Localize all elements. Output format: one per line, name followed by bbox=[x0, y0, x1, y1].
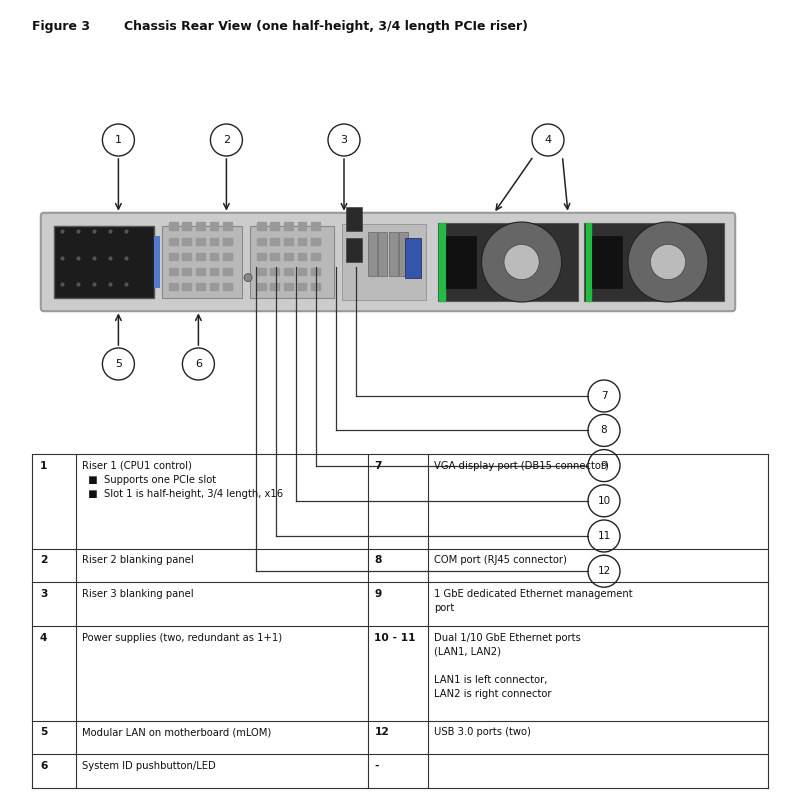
Text: 5: 5 bbox=[115, 359, 122, 369]
Circle shape bbox=[244, 274, 252, 282]
Bar bbox=[169, 268, 178, 275]
Bar bbox=[298, 268, 306, 275]
Bar bbox=[196, 268, 205, 275]
Text: Dual 1/10 GbE Ethernet ports
(LAN1, LAN2)

LAN1 is left connector,
LAN2 is right: Dual 1/10 GbE Ethernet ports (LAN1, LAN2… bbox=[434, 633, 581, 699]
Text: 1: 1 bbox=[115, 135, 122, 145]
Text: COM port (RJ45 connector): COM port (RJ45 connector) bbox=[434, 555, 567, 565]
Bar bbox=[196, 222, 205, 230]
Text: 2: 2 bbox=[40, 555, 47, 565]
FancyBboxPatch shape bbox=[438, 223, 578, 301]
Text: Figure 3: Figure 3 bbox=[32, 20, 90, 33]
Bar bbox=[311, 268, 320, 275]
Bar bbox=[298, 222, 306, 230]
Text: System ID pushbutton/LED: System ID pushbutton/LED bbox=[82, 761, 216, 771]
Bar bbox=[257, 238, 266, 245]
Bar bbox=[169, 283, 178, 290]
Text: 11: 11 bbox=[598, 531, 610, 541]
Bar bbox=[196, 253, 205, 260]
Circle shape bbox=[482, 222, 562, 302]
Text: 4: 4 bbox=[545, 135, 551, 145]
FancyBboxPatch shape bbox=[154, 236, 160, 288]
Text: 4: 4 bbox=[40, 633, 47, 643]
Bar bbox=[169, 238, 178, 245]
Circle shape bbox=[650, 245, 686, 280]
Text: 10 - 11: 10 - 11 bbox=[374, 633, 416, 643]
Bar bbox=[169, 222, 178, 230]
Text: VGA display port (DB15 connector): VGA display port (DB15 connector) bbox=[434, 461, 610, 470]
FancyBboxPatch shape bbox=[250, 226, 334, 298]
Bar bbox=[196, 238, 205, 245]
FancyBboxPatch shape bbox=[584, 223, 724, 301]
Bar bbox=[223, 238, 232, 245]
Bar bbox=[210, 222, 218, 230]
Bar bbox=[592, 236, 622, 288]
Text: 1 GbE dedicated Ethernet management
port: 1 GbE dedicated Ethernet management port bbox=[434, 589, 633, 613]
Bar bbox=[446, 236, 476, 288]
Text: 3: 3 bbox=[40, 589, 47, 598]
Text: 2: 2 bbox=[223, 135, 230, 145]
Text: Riser 1 (CPU1 control)
  ■  Supports one PCIe slot
  ■  Slot 1 is half-height, 3: Riser 1 (CPU1 control) ■ Supports one PC… bbox=[82, 461, 283, 499]
Text: 7: 7 bbox=[374, 461, 382, 470]
Bar bbox=[298, 283, 306, 290]
Bar bbox=[270, 268, 279, 275]
Text: 8: 8 bbox=[374, 555, 382, 565]
Bar bbox=[210, 268, 218, 275]
Text: Modular LAN on motherboard (mLOM): Modular LAN on motherboard (mLOM) bbox=[82, 727, 272, 738]
Bar bbox=[399, 232, 408, 276]
Bar bbox=[257, 268, 266, 275]
Bar bbox=[311, 222, 320, 230]
Text: Riser 2 blanking panel: Riser 2 blanking panel bbox=[82, 555, 194, 565]
Bar bbox=[311, 283, 320, 290]
Text: 10: 10 bbox=[598, 496, 610, 506]
Text: 9: 9 bbox=[374, 589, 382, 598]
Text: Riser 3 blanking panel: Riser 3 blanking panel bbox=[82, 589, 194, 598]
Bar bbox=[169, 253, 178, 260]
Bar bbox=[586, 223, 591, 301]
Bar bbox=[284, 283, 293, 290]
Bar bbox=[284, 268, 293, 275]
Text: 7: 7 bbox=[601, 391, 607, 401]
Bar bbox=[298, 253, 306, 260]
FancyBboxPatch shape bbox=[342, 224, 426, 300]
Bar bbox=[311, 238, 320, 245]
Text: 9: 9 bbox=[601, 461, 607, 470]
Circle shape bbox=[504, 245, 539, 280]
Bar bbox=[270, 253, 279, 260]
FancyBboxPatch shape bbox=[162, 226, 242, 298]
Bar bbox=[284, 238, 293, 245]
Bar bbox=[223, 283, 232, 290]
Bar bbox=[270, 238, 279, 245]
Bar bbox=[182, 222, 191, 230]
Bar bbox=[270, 222, 279, 230]
Bar bbox=[311, 253, 320, 260]
Bar bbox=[182, 283, 191, 290]
Bar bbox=[257, 283, 266, 290]
Text: 1: 1 bbox=[40, 461, 47, 470]
Text: 3: 3 bbox=[341, 135, 347, 145]
Bar bbox=[257, 253, 266, 260]
Bar bbox=[182, 268, 191, 275]
Bar bbox=[346, 238, 362, 262]
Circle shape bbox=[628, 222, 708, 302]
Bar bbox=[182, 238, 191, 245]
Bar bbox=[439, 223, 445, 301]
Bar bbox=[368, 232, 377, 276]
Text: Chassis Rear View (one half-height, 3/4 length PCIe riser): Chassis Rear View (one half-height, 3/4 … bbox=[124, 20, 528, 33]
Bar bbox=[223, 268, 232, 275]
Text: 12: 12 bbox=[598, 566, 610, 576]
Bar bbox=[257, 222, 266, 230]
Bar bbox=[196, 283, 205, 290]
FancyBboxPatch shape bbox=[405, 238, 421, 278]
Bar bbox=[182, 253, 191, 260]
Text: 6: 6 bbox=[40, 761, 47, 771]
Bar bbox=[270, 283, 279, 290]
Text: 8: 8 bbox=[601, 426, 607, 435]
Bar bbox=[378, 232, 387, 276]
Bar bbox=[284, 253, 293, 260]
Text: -: - bbox=[374, 761, 379, 771]
Bar bbox=[284, 222, 293, 230]
Text: 5: 5 bbox=[40, 727, 47, 738]
Text: USB 3.0 ports (two): USB 3.0 ports (two) bbox=[434, 727, 531, 738]
Text: 12: 12 bbox=[374, 727, 389, 738]
Bar bbox=[298, 238, 306, 245]
